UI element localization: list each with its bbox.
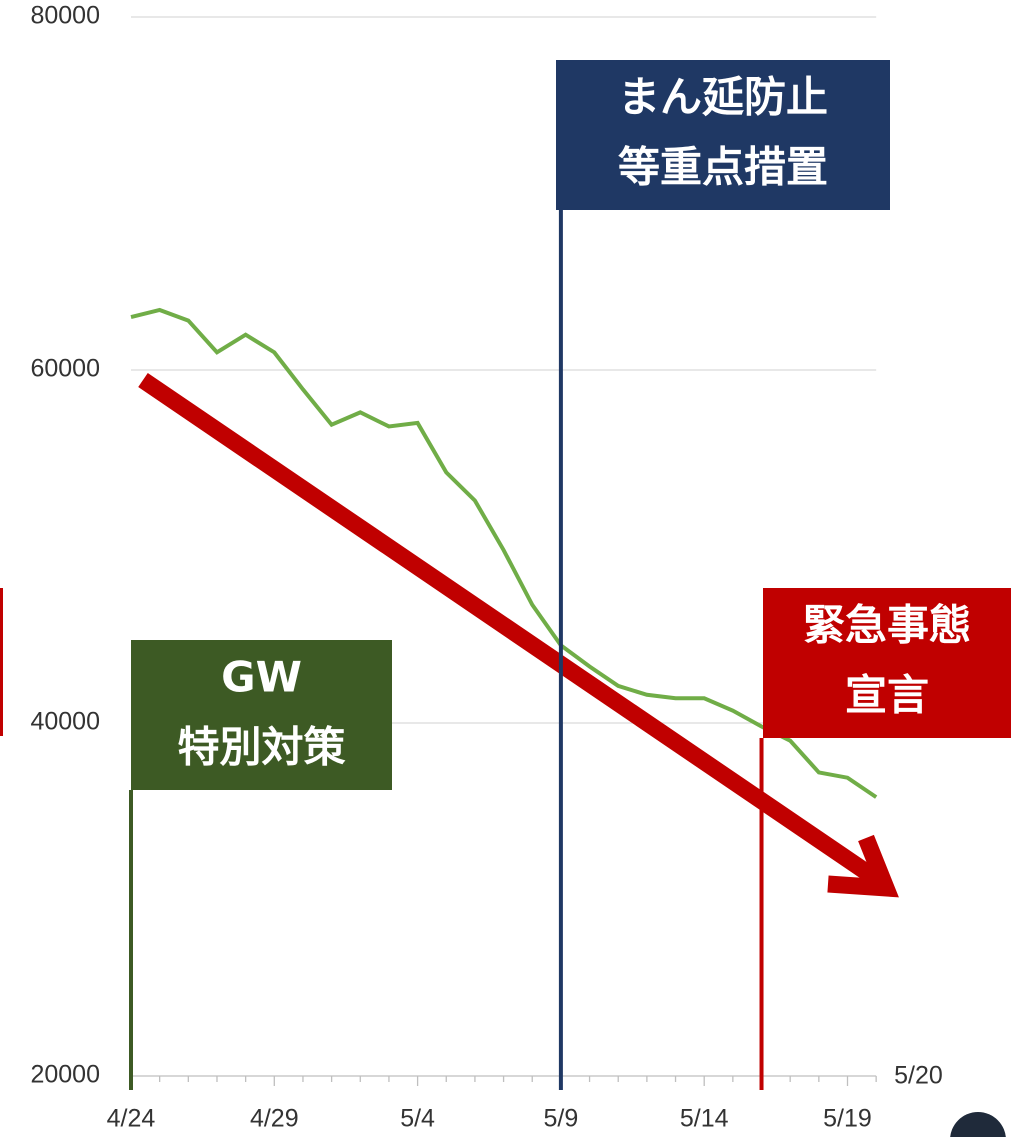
trend-arrow-head: [827, 834, 899, 898]
event-label: 特別対策: [177, 723, 345, 772]
x-tick-label: 5/14: [680, 1105, 729, 1133]
event-box: [556, 60, 890, 210]
event-label: GW: [221, 653, 302, 702]
event-label: まん延防止: [618, 73, 828, 122]
badge: [950, 1112, 1006, 1137]
edge-mark: [0, 588, 3, 736]
y-tick-label: 40000: [30, 708, 100, 736]
y-tick-label: 60000: [30, 355, 100, 383]
event-box: [763, 588, 1011, 738]
x-tick-label: 4/29: [250, 1105, 299, 1133]
event-label: 等重点措置: [618, 143, 828, 192]
data-line: [130, 307, 878, 799]
y-tick-label: 80000: [30, 2, 100, 30]
x-tick-label: 5/4: [400, 1105, 435, 1133]
x-tick-label: 5/9: [544, 1105, 579, 1133]
x-tick-label: 5/19: [823, 1105, 872, 1133]
y-tick-label: 20000: [30, 1061, 100, 1089]
event-label: 緊急事態: [803, 601, 971, 650]
event-label: 宣言: [845, 671, 929, 720]
x-tick-label: 4/24: [107, 1105, 156, 1133]
x-tick-label: 5/20: [894, 1062, 943, 1090]
event-box: [131, 640, 392, 790]
trend-arrow: [138, 372, 883, 888]
